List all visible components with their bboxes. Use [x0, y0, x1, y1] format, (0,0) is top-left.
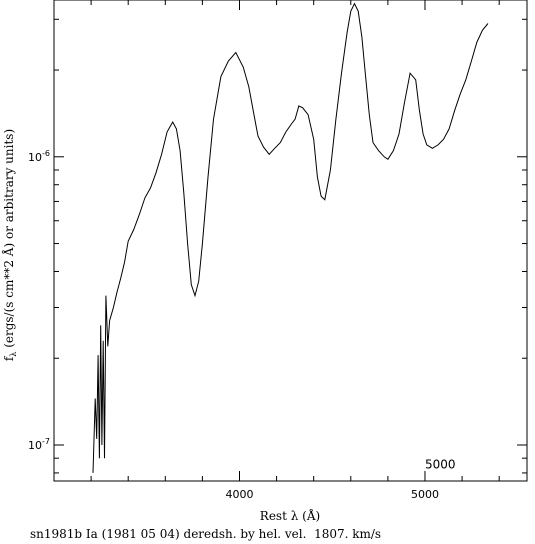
y-axis-title-sub: λ	[9, 352, 18, 357]
y-tick-label: 10-7	[28, 437, 50, 452]
y-axis-title: fλ (ergs/(s cm**2 Å) or arbitrary units)	[1, 129, 18, 361]
x-tick-label: 4000	[225, 488, 253, 501]
y-axis-title-rest: (ergs/(s cm**2 Å) or arbitrary units)	[1, 129, 16, 352]
annotation-label: 5000	[425, 457, 456, 471]
x-tick-label: 5000	[411, 488, 439, 501]
tick-marks	[53, 0, 527, 481]
x-axis-title: Rest λ (Å)	[260, 508, 320, 523]
y-axis-title-main: f	[2, 355, 16, 361]
tick-labels: 4000 5000 10-7 10-6	[28, 149, 439, 501]
plot-frame	[53, 0, 528, 482]
series-line	[92, 2, 489, 473]
caption: sn1981b Ia (1981 05 04) deredsh. by hel.…	[30, 527, 382, 541]
y-tick-label: 10-6	[28, 149, 50, 164]
